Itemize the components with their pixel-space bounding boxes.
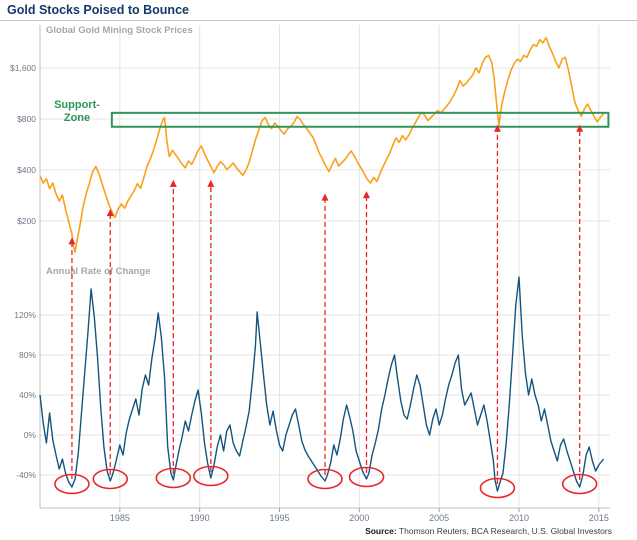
- price-tick-label: $200: [17, 216, 36, 226]
- signal-arrow-head-icon: [321, 193, 329, 201]
- support-zone-label-line2: Zone: [64, 112, 90, 124]
- roc-tick-label: 0%: [24, 430, 37, 440]
- x-tick-label: 2015: [589, 513, 609, 523]
- price-panel-title: Global Gold Mining Stock Prices: [46, 25, 193, 36]
- x-tick-label: 1985: [110, 513, 130, 523]
- page-title: Gold Stocks Poised to Bounce: [0, 0, 637, 21]
- gold-price-line: [39, 36, 605, 253]
- x-tick-label: 2000: [349, 513, 369, 523]
- source-label: Source:: [365, 526, 397, 536]
- roc-tick-label: 120%: [14, 310, 36, 320]
- trough-circle: [561, 473, 598, 495]
- price-tick-label: $400: [17, 165, 36, 175]
- roc-tick-label: 40%: [19, 390, 36, 400]
- signal-arrow-head-icon: [169, 179, 177, 187]
- support-zone-label-line1: Support-: [54, 99, 100, 111]
- roc-panel-title: Annual Rate of Change: [46, 266, 151, 277]
- trough-circle: [92, 468, 129, 490]
- price-tick-label: $1,600: [10, 63, 36, 73]
- trough-circle: [193, 465, 229, 487]
- source-line: Source: Thomson Reuters, BCA Research, U…: [365, 526, 612, 536]
- signal-arrow-head-icon: [493, 124, 501, 132]
- trough-circle: [348, 466, 385, 488]
- signal-arrow-head-icon: [106, 209, 114, 217]
- x-tick-label: 2005: [429, 513, 449, 523]
- x-tick-label: 1990: [190, 513, 210, 523]
- signal-arrow-head-icon: [207, 179, 215, 187]
- roc-line: [39, 276, 605, 492]
- trough-circle: [479, 477, 516, 499]
- trough-circle: [307, 468, 343, 490]
- x-tick-label: 2010: [509, 513, 529, 523]
- roc-tick-label: 80%: [19, 350, 36, 360]
- roc-tick-label: -40%: [16, 470, 36, 480]
- source-text: Thomson Reuters, BCA Research, U.S. Glob…: [396, 526, 612, 536]
- signal-arrow-head-icon: [68, 237, 76, 245]
- signal-arrow-head-icon: [576, 124, 584, 132]
- support-zone-box: [110, 111, 610, 128]
- x-tick-label: 1995: [269, 513, 289, 523]
- trough-circle: [155, 467, 192, 489]
- price-tick-label: $800: [17, 114, 36, 124]
- signal-arrow-head-icon: [363, 191, 371, 199]
